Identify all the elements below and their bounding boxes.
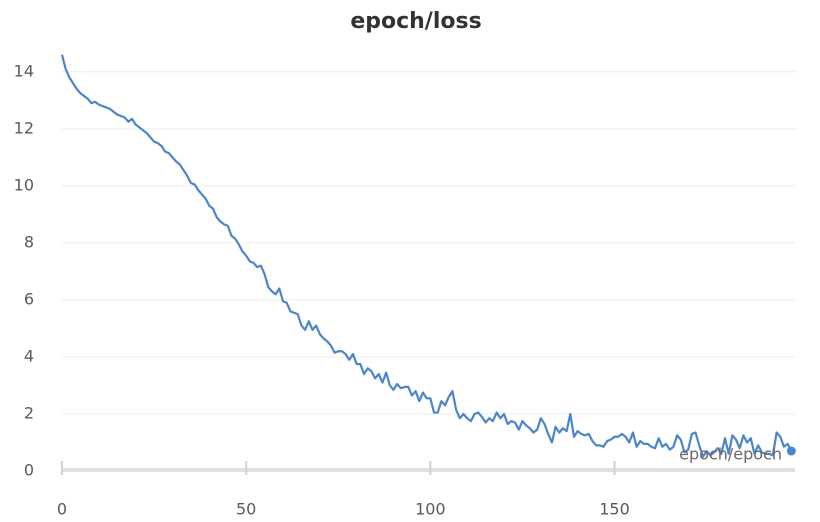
y-tick-label: 4	[24, 346, 34, 365]
x-tick-label: 0	[57, 500, 67, 519]
y-tick-label: 6	[24, 289, 34, 308]
x-tick-label: 100	[415, 500, 446, 519]
x-tick-label: 50	[236, 500, 256, 519]
x-axis-label: epoch/epoch	[679, 445, 782, 464]
y-tick-label: 10	[14, 175, 34, 194]
y-tick-label: 2	[24, 403, 34, 422]
y-tick-label: 0	[24, 461, 34, 480]
last-point	[786, 446, 796, 456]
y-tick-label: 8	[24, 232, 34, 251]
x-axis-bar	[62, 468, 795, 472]
x-tick-label: 150	[599, 500, 630, 519]
y-tick-label: 12	[14, 118, 34, 137]
chart-title: epoch/loss	[350, 9, 481, 34]
y-tick-label: 14	[14, 61, 34, 80]
loss-line	[60, 54, 793, 458]
